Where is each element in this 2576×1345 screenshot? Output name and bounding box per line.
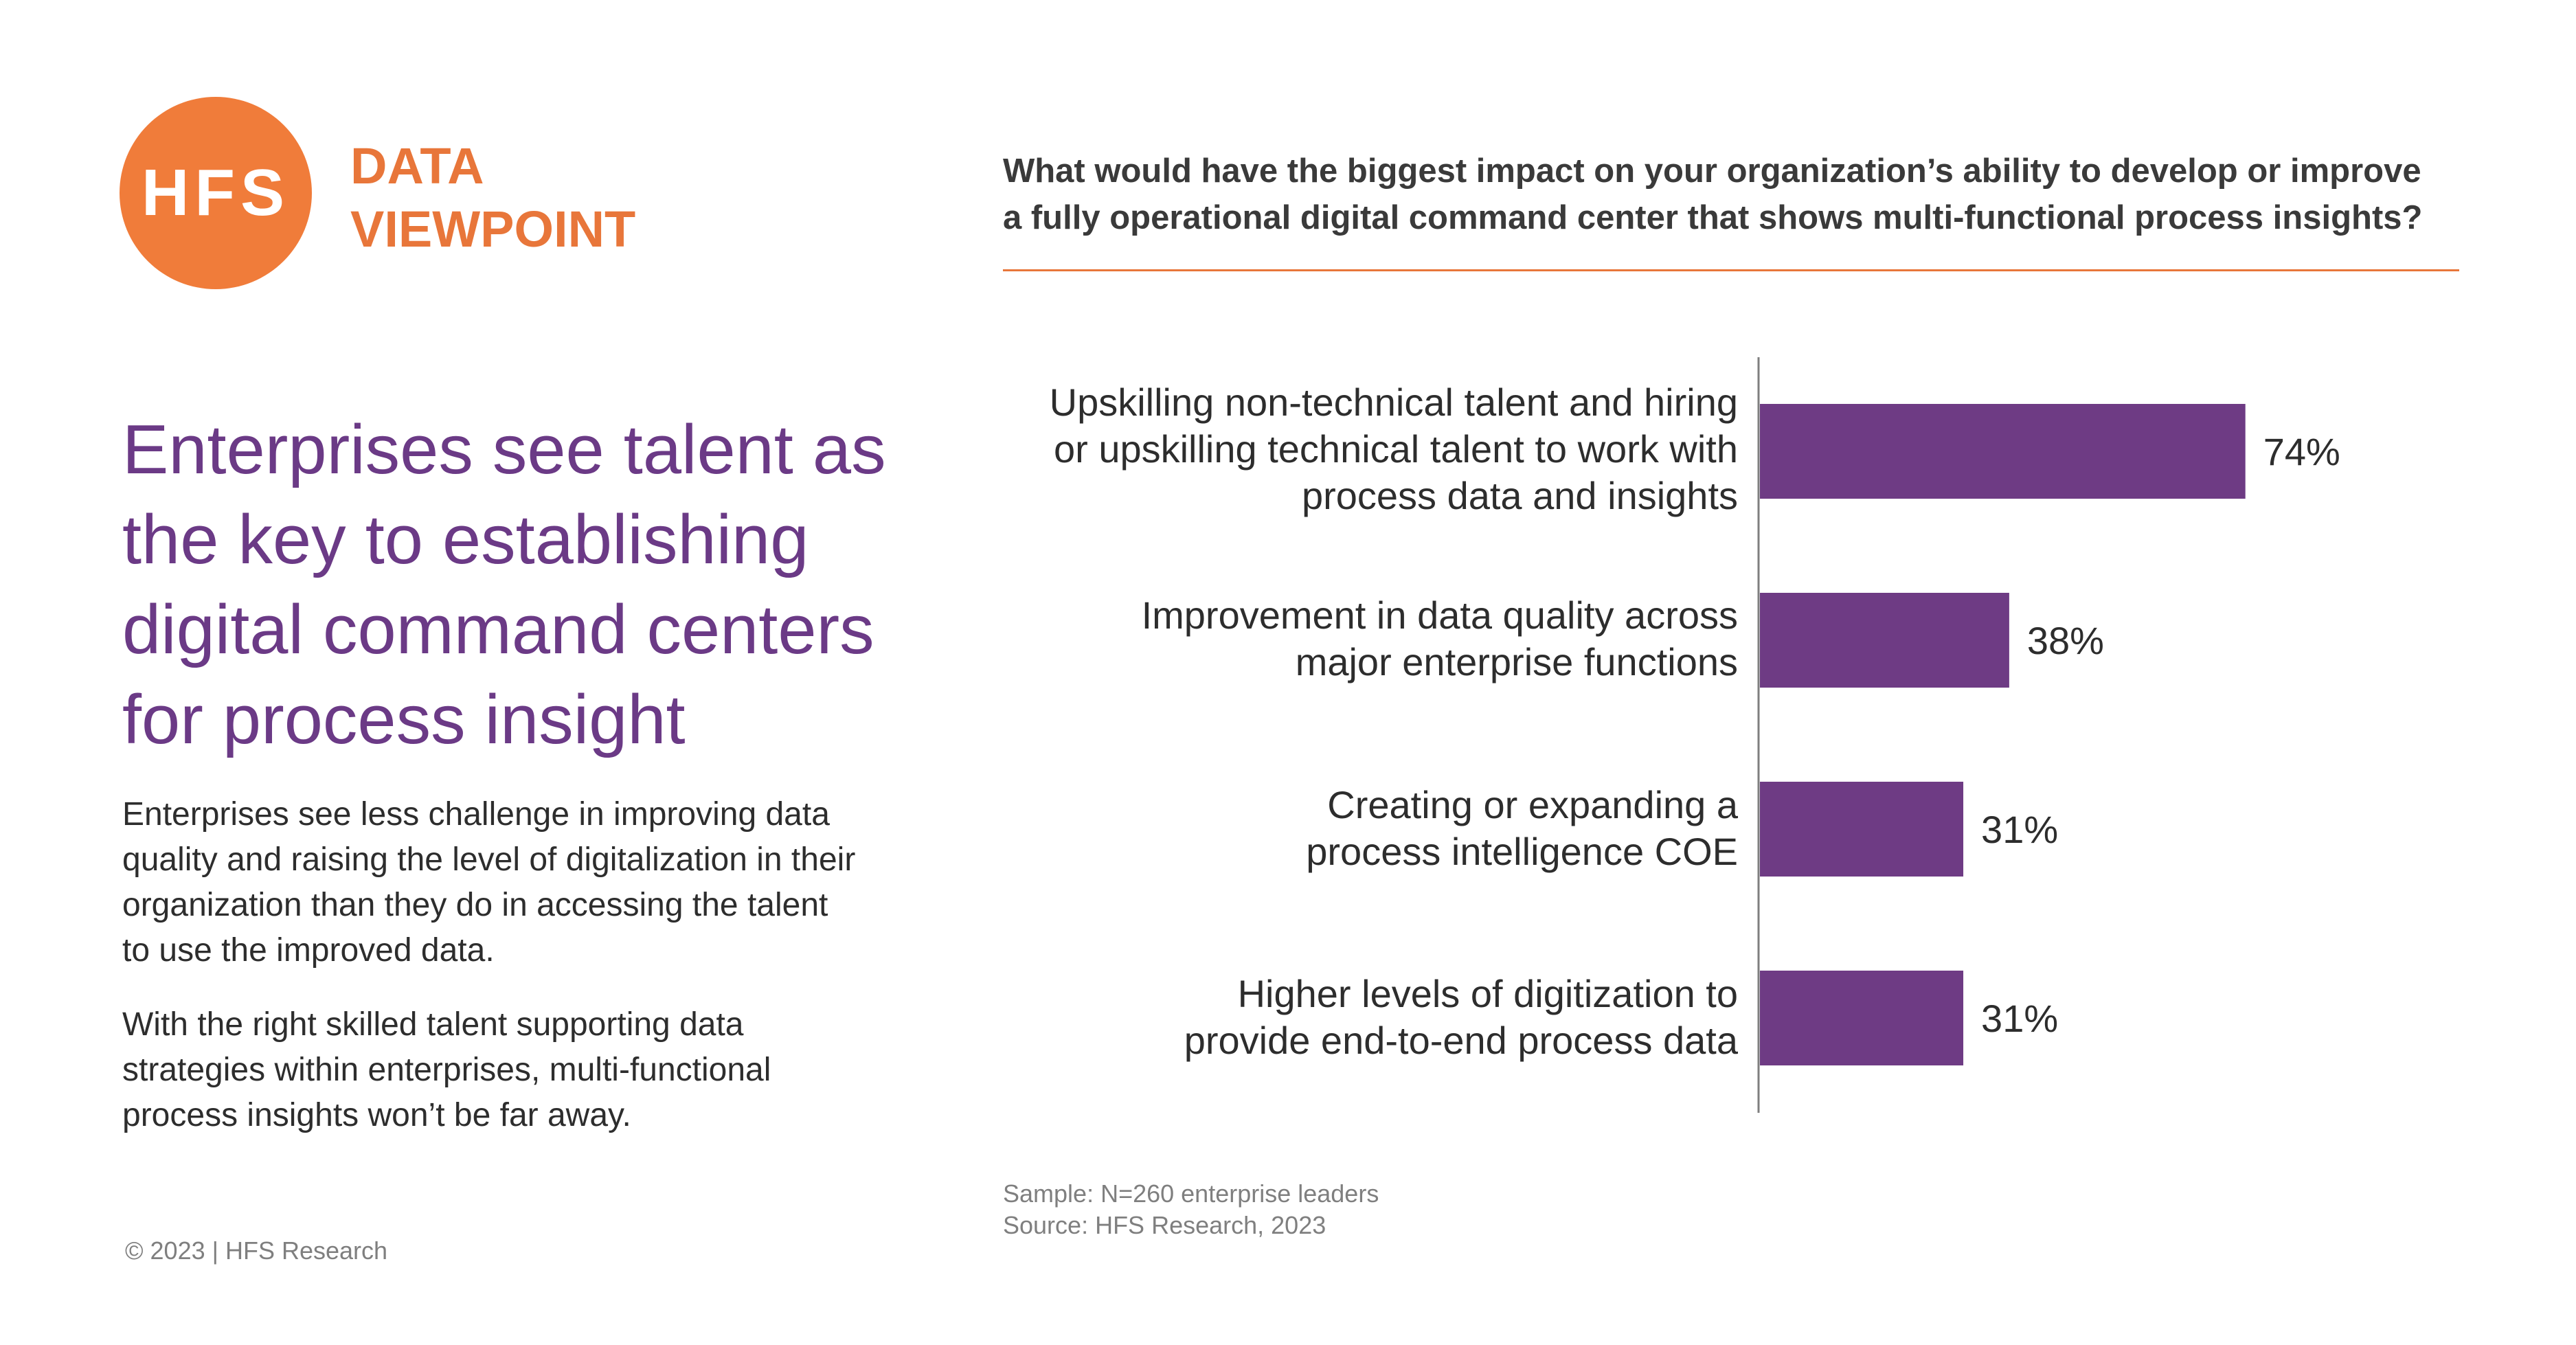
data-label-1: 74%	[2263, 430, 2340, 473]
category-label-line: Creating or expanding a	[1327, 783, 1738, 826]
category-label-line: provide end-to-end process data	[1184, 1019, 1738, 1062]
bar-1	[1760, 404, 2246, 499]
body-line: Enterprises see less challenge in improv…	[122, 796, 830, 833]
sample-text: Sample: N=260 enterprise leaders	[1003, 1179, 1379, 1208]
copyright: © 2023 | HFS Research	[125, 1236, 388, 1265]
category-label-line: process data and insights	[1301, 474, 1738, 517]
category-label-1: Upskilling non-technical talent and hiri…	[1050, 379, 1738, 519]
logo-text: HFS	[142, 156, 290, 229]
bar-4	[1760, 971, 1964, 1065]
body-line: process insights won’t be far away.	[122, 1097, 631, 1133]
hfs-logo: HFS	[120, 97, 312, 289]
headline-line: digital command centers	[122, 591, 874, 668]
source-text: Source: HFS Research, 2023	[1003, 1211, 1326, 1239]
category-label-line: major enterprise functions	[1295, 640, 1738, 683]
question-line: What would have the biggest impact on yo…	[1003, 152, 2421, 190]
bar-2	[1760, 593, 2009, 688]
chart-question: What would have the biggest impact on yo…	[1003, 148, 2473, 241]
brand-line-2: VIEWPOINT	[350, 201, 636, 258]
body-line: strategies within enterprises, multi-fun…	[122, 1052, 771, 1088]
data-label-2: 38%	[2027, 619, 2104, 662]
category-label-line: Upskilling non-technical talent and hiri…	[1049, 381, 1738, 424]
data-label-4: 31%	[1981, 997, 2058, 1040]
brand-line-1: DATA	[350, 137, 484, 194]
data-label-3: 31%	[1981, 808, 2058, 851]
body-line: organization than they do in accessing t…	[122, 887, 828, 923]
category-label-line: Higher levels of digitization to	[1237, 972, 1738, 1015]
headline: Enterprises see talent as the key to est…	[122, 405, 960, 765]
category-label-line: or upskilling technical talent to work w…	[1053, 427, 1738, 471]
body-line: With the right skilled talent supporting…	[122, 1006, 744, 1043]
body-paragraph-1: Enterprises see less challenge in improv…	[122, 792, 905, 973]
body-line: to use the improved data.	[122, 932, 495, 969]
question-line: a fully operational digital command cent…	[1003, 199, 2423, 236]
body-line: quality and raising the level of digital…	[122, 841, 856, 878]
body-paragraph-2: With the right skilled talent supporting…	[122, 1002, 905, 1138]
category-label-2: Improvement in data quality across major…	[1142, 592, 1738, 686]
headline-line: Enterprises see talent as	[122, 411, 886, 488]
category-label-line: Improvement in data quality across	[1141, 594, 1738, 637]
headline-line: the key to establishing	[122, 501, 809, 578]
category-label-3: Creating or expanding a process intellig…	[1306, 782, 1738, 875]
category-label-line: process intelligence COE	[1306, 830, 1738, 873]
brand-title: DATA VIEWPOINT	[350, 135, 635, 261]
category-label-4: Higher levels of digitization to provide…	[1184, 971, 1738, 1064]
bar-3	[1760, 782, 1964, 877]
sample-source-note: Sample: N=260 enterprise leaders Source:…	[1003, 1178, 1379, 1241]
headline-line: for process insight	[122, 681, 686, 758]
divider-rule	[1003, 269, 2459, 271]
